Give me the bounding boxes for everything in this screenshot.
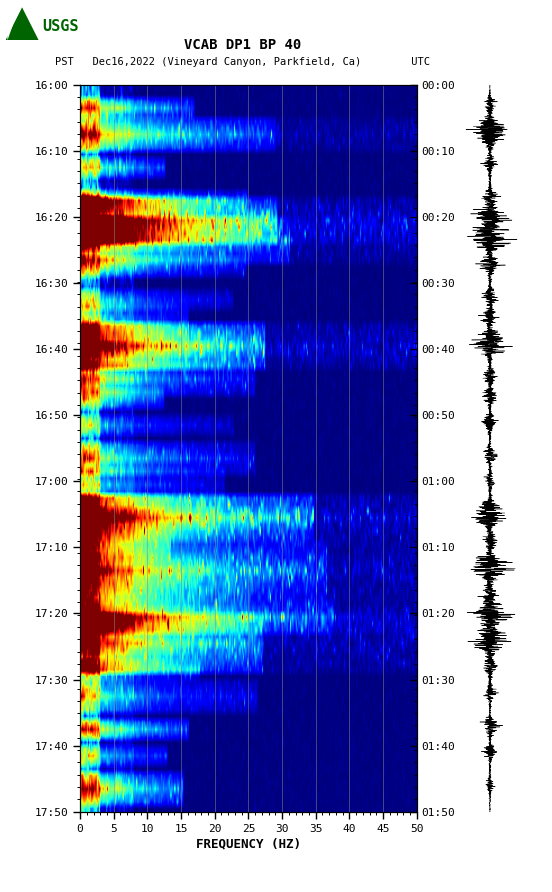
Polygon shape	[6, 7, 39, 40]
Polygon shape	[6, 14, 16, 40]
Text: USGS: USGS	[42, 19, 78, 34]
X-axis label: FREQUENCY (HZ): FREQUENCY (HZ)	[196, 838, 301, 851]
Text: PST   Dec16,2022 (Vineyard Canyon, Parkfield, Ca)        UTC: PST Dec16,2022 (Vineyard Canyon, Parkfie…	[55, 57, 431, 68]
Text: VCAB DP1 BP 40: VCAB DP1 BP 40	[184, 37, 301, 52]
